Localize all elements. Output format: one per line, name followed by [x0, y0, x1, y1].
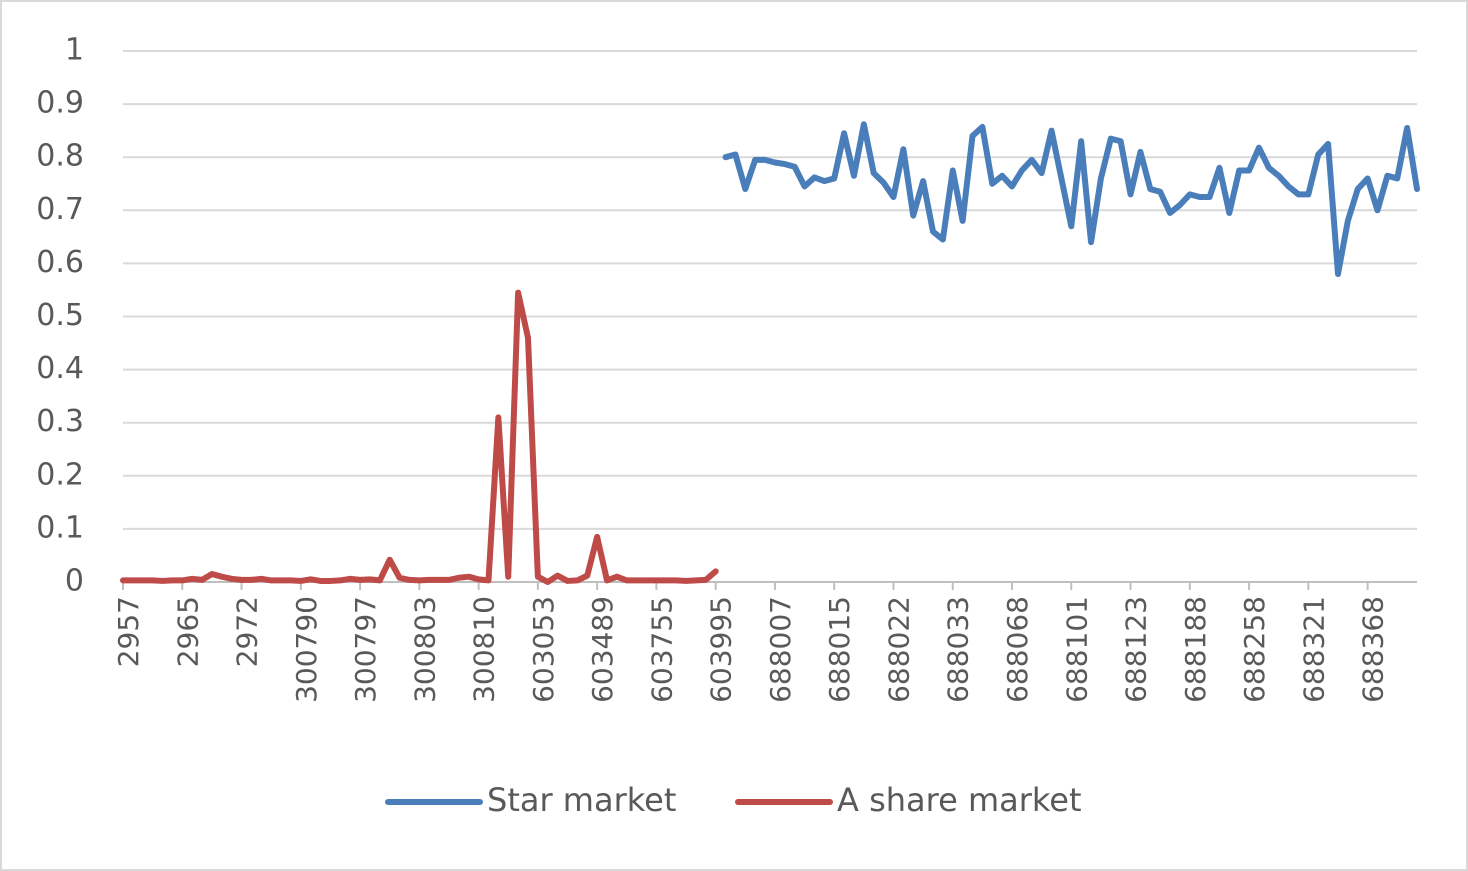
y-tick-label: 0.9	[36, 86, 84, 121]
x-tick-label: 603053	[527, 596, 560, 703]
y-tick-label: 0	[65, 564, 84, 599]
legend-label: Star market	[487, 781, 676, 819]
y-tick-label: 0.3	[36, 404, 84, 439]
y-tick-label: 0.6	[36, 245, 84, 280]
y-tick-label: 0.8	[36, 139, 84, 174]
x-tick-label: 688123	[1120, 596, 1153, 703]
x-tick-label: 688321	[1297, 596, 1330, 703]
y-tick-label: 0.7	[36, 192, 84, 227]
x-tick-label: 2965	[171, 596, 204, 667]
x-tick-label: 300790	[290, 596, 323, 703]
series-line	[722, 121, 1420, 278]
x-tick-label: 300797	[349, 596, 382, 703]
x-tick-label: 300810	[468, 596, 501, 703]
x-tick-label: 603489	[586, 596, 619, 703]
y-tick-label: 1	[65, 33, 84, 68]
legend-label: A share market	[837, 781, 1082, 819]
x-tick-label: 688022	[882, 596, 915, 703]
x-tick-label: 688015	[823, 596, 856, 703]
y-tick-label: 0.2	[36, 457, 84, 492]
x-tick-label: 300803	[408, 596, 441, 703]
x-tick-label: 688101	[1060, 596, 1093, 703]
x-tick-label: 688258	[1238, 596, 1271, 703]
y-tick-label: 0.1	[36, 510, 84, 545]
x-tick-label: 2957	[112, 596, 145, 667]
x-tick-label: 688368	[1357, 596, 1390, 703]
x-tick-label: 2972	[231, 596, 264, 667]
x-tick-label: 688068	[1001, 596, 1034, 703]
x-tick-label: 603995	[705, 596, 738, 703]
y-tick-label: 0.4	[36, 351, 84, 386]
y-tick-label: 0.5	[36, 298, 84, 333]
x-tick-label: 688188	[1179, 596, 1212, 703]
x-tick-label: 688007	[764, 596, 797, 703]
series-line	[120, 289, 719, 585]
x-tick-label: 603755	[645, 596, 678, 703]
x-tick-label: 688033	[942, 596, 975, 703]
